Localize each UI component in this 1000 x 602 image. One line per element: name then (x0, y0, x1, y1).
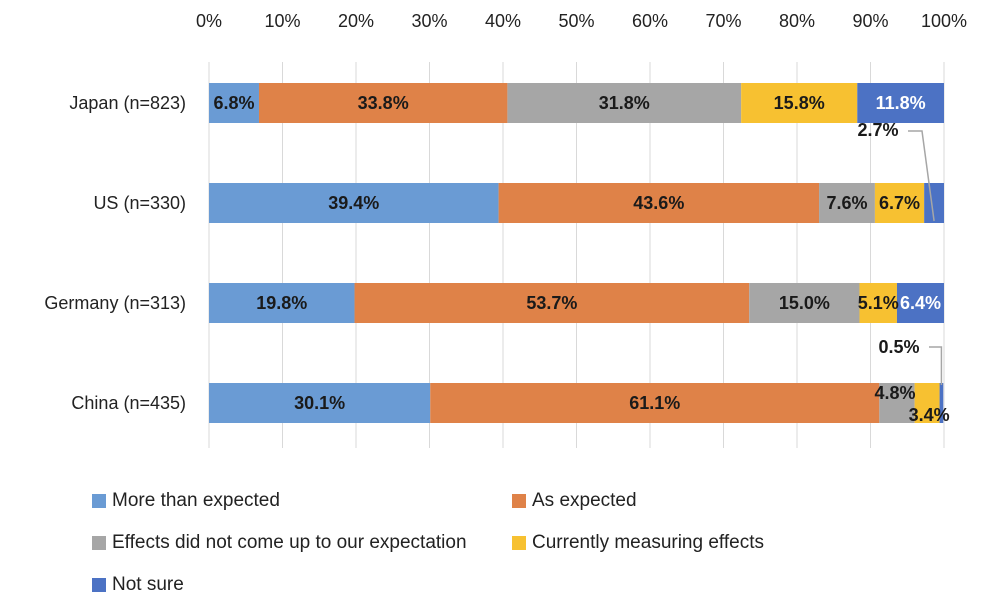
legend-label: Not sure (112, 574, 184, 595)
data-label: 5.1% (858, 293, 899, 313)
legend-label: More than expected (112, 490, 280, 511)
x-tick-label: 0% (196, 11, 222, 31)
legend-swatch (92, 536, 106, 550)
data-label: 6.8% (213, 93, 254, 113)
legend-item-not-up-to-expectation: Effects did not come up to our expectati… (92, 532, 467, 554)
x-tick-label: 40% (485, 11, 521, 31)
data-label: 15.0% (779, 293, 830, 313)
bar-segment (258, 83, 508, 123)
data-label: 19.8% (256, 293, 307, 313)
bar-segment (749, 283, 860, 323)
legend-item-currently-measuring: Currently measuring effects (512, 532, 764, 554)
data-label: 15.8% (774, 93, 825, 113)
bar-segment (498, 183, 820, 223)
bar-segment (859, 283, 897, 323)
legend-swatch (512, 536, 526, 550)
bar-segment (914, 383, 940, 423)
bar-segment (507, 83, 742, 123)
category-label: Japan (n=823) (69, 93, 186, 113)
data-label: 4.8% (874, 383, 915, 403)
bar-segment (430, 383, 880, 423)
x-tick-label: 90% (852, 11, 888, 31)
x-tick-label: 20% (338, 11, 374, 31)
x-tick-label: 10% (264, 11, 300, 31)
bar-segment (879, 383, 915, 423)
x-tick-label: 50% (558, 11, 594, 31)
data-label: 39.4% (328, 193, 379, 213)
data-label: 53.7% (526, 293, 577, 313)
bar-segment (924, 183, 944, 223)
legend-swatch (92, 494, 106, 508)
data-label: 61.1% (629, 393, 680, 413)
legend-label: Effects did not come up to our expectati… (112, 532, 467, 553)
bar-segment (209, 383, 431, 423)
data-label: 43.6% (633, 193, 684, 213)
bar-segment (939, 383, 944, 423)
data-label: 30.1% (294, 393, 345, 413)
legend: More than expected As expected Effects d… (92, 486, 992, 602)
legend-swatch (512, 494, 526, 508)
data-label: 6.4% (900, 293, 941, 313)
category-label: Germany (n=313) (44, 293, 186, 313)
data-label: 33.8% (358, 93, 409, 113)
bar-segment (857, 83, 944, 123)
callout-line (929, 346, 943, 385)
callout-line (908, 130, 935, 222)
x-tick-label: 30% (411, 11, 447, 31)
stacked-bar-chart: 0% 10% 20% 30% 40% 50% 60% 70% 80% 90% 100% Japan (… (44, 11, 967, 448)
bar-segment (209, 283, 355, 323)
bar-segment (354, 283, 750, 323)
category-label: US (n=330) (93, 193, 186, 213)
bar-segment (209, 183, 499, 223)
data-label: 2.7% (857, 120, 898, 140)
category-label: China (n=435) (71, 393, 186, 413)
data-label: 11.8% (876, 93, 926, 113)
x-tick-label: 60% (632, 11, 668, 31)
bar-segment (896, 283, 944, 323)
legend-swatch (92, 578, 106, 592)
legend-label: Currently measuring effects (532, 532, 764, 553)
bar-segment (874, 183, 925, 223)
data-label: 31.8% (599, 93, 650, 113)
x-tick-label: 70% (705, 11, 741, 31)
bar-segment (741, 83, 858, 123)
legend-item-as-expected: As expected (512, 490, 637, 512)
bar-segment (819, 183, 875, 223)
legend-item-more-than-expected: More than expected (92, 490, 280, 512)
x-tick-label: 80% (779, 11, 815, 31)
x-tick-label: 100% (921, 11, 967, 31)
legend-item-not-sure: Not sure (92, 574, 184, 596)
data-label: 6.7% (879, 193, 920, 213)
bar-segment (209, 83, 259, 123)
legend-label: As expected (532, 490, 637, 511)
data-label: 3.4% (909, 405, 950, 425)
data-label: 7.6% (826, 193, 867, 213)
data-label: 0.5% (878, 337, 919, 357)
